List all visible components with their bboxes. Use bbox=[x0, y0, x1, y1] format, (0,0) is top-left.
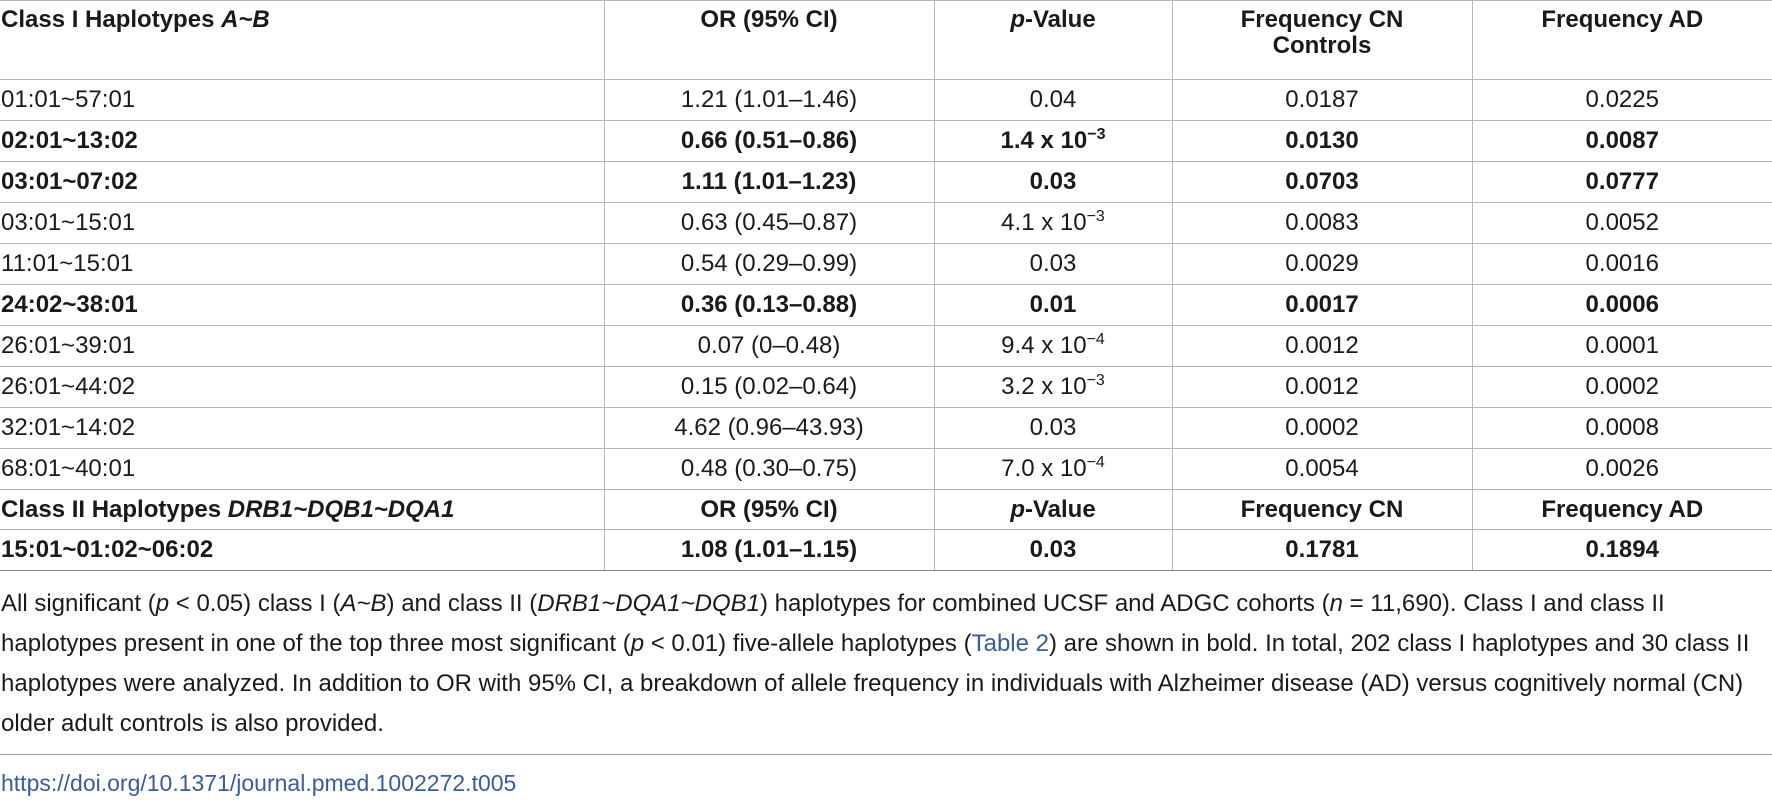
class2-header-row: Class II Haplotypes DRB1~DQB1~DQA1 OR (9… bbox=[0, 489, 1772, 530]
class2-haplotype-header: Class II Haplotypes DRB1~DQB1~DQA1 bbox=[0, 489, 604, 530]
class1-header-row: Class I Haplotypes A~B OR (95% CI) p-Val… bbox=[0, 0, 1772, 80]
haplotype-table: Class I Haplotypes A~B OR (95% CI) p-Val… bbox=[0, 0, 1772, 571]
or-header: OR (95% CI) bbox=[603, 0, 934, 80]
table-row: 68:01~40:01 0.48 (0.30–0.75) 7.0 x 10−4 0.0… bbox=[0, 448, 1772, 490]
table-row: 03:01~15:01 0.63 (0.45–0.87) 4.1 x 10−3 0.0… bbox=[0, 202, 1772, 244]
frequency-cn-cell: 0.0130 bbox=[1171, 120, 1472, 162]
frequency-cn-cell: 0.0017 bbox=[1171, 284, 1472, 326]
p-value-cell: 0.01 bbox=[933, 284, 1172, 326]
frequency-ad-cell: 0.0026 bbox=[1471, 448, 1772, 490]
p-value-header: p-Value bbox=[933, 0, 1172, 80]
frequency-ad-cell: 0.0225 bbox=[1471, 79, 1772, 121]
or-cell: 4.62 (0.96–43.93) bbox=[603, 407, 934, 449]
p-value-exponent: −3 bbox=[1086, 208, 1105, 225]
table-caption: All significant (p < 0.05) class I (A~B)… bbox=[1, 590, 1750, 737]
frequency-ad-cell: 0.0001 bbox=[1471, 325, 1772, 367]
table-row: 03:01~07:02 1.11 (1.01–1.23) 0.03 0.0703 0.0… bbox=[0, 161, 1772, 203]
haplotype-cell: 24:02~38:01 bbox=[0, 284, 604, 326]
frequency-ad-cell: 0.0008 bbox=[1471, 407, 1772, 449]
p-value-cell: 4.1 x 10−3 bbox=[933, 202, 1172, 244]
table-row: 11:01~15:01 0.54 (0.29–0.99) 0.03 0.0029 0.0… bbox=[0, 243, 1772, 285]
or-cell: 1.08 (1.01–1.15) bbox=[603, 529, 934, 571]
haplotype-cell: 68:01~40:01 bbox=[0, 448, 604, 490]
frequency-cn-cell: 0.1781 bbox=[1171, 529, 1472, 571]
frequency-cn-cell: 0.0054 bbox=[1171, 448, 1472, 490]
haplotype-cell: 11:01~15:01 bbox=[0, 243, 604, 285]
or-cell: 0.66 (0.51–0.86) bbox=[603, 120, 934, 162]
or-cell: 1.21 (1.01–1.46) bbox=[603, 79, 934, 121]
frequency-cn-cell: 0.0187 bbox=[1171, 79, 1472, 121]
p-value-cell: 9.4 x 10−4 bbox=[933, 325, 1172, 367]
frequency-cn-cell: 0.0029 bbox=[1171, 243, 1472, 285]
haplotype-cell: 26:01~39:01 bbox=[0, 325, 604, 367]
frequency-ad-cell: 0.0052 bbox=[1471, 202, 1772, 244]
frequency-ad-cell: 0.0087 bbox=[1471, 120, 1772, 162]
frequency-cn-header: Frequency CN bbox=[1171, 489, 1472, 530]
p-value-exponent: −3 bbox=[1087, 126, 1106, 143]
or-cell: 1.11 (1.01–1.23) bbox=[603, 161, 934, 203]
haplotype-cell: 03:01~15:01 bbox=[0, 202, 604, 244]
table-row: 26:01~39:01 0.07 (0–0.48) 9.4 x 10−4 0.0012… bbox=[0, 325, 1772, 367]
table-row: 15:01~01:02~06:02 1.08 (1.01–1.15) 0.03 0.1… bbox=[0, 529, 1772, 571]
table-row: 01:01~57:01 1.21 (1.01–1.46) 0.04 0.0187 0.0… bbox=[0, 79, 1772, 121]
or-cell: 0.15 (0.02–0.64) bbox=[603, 366, 934, 408]
table-row: 02:01~13:02 0.66 (0.51–0.86) 1.4 x 10−3 0.0… bbox=[0, 120, 1772, 162]
p-value-cell: 0.04 bbox=[933, 79, 1172, 121]
class2-section: Class II Haplotypes DRB1~DQB1~DQA1 OR (9… bbox=[0, 489, 1772, 530]
haplotype-cell: 32:01~14:02 bbox=[0, 407, 604, 449]
p-value-header: p-Value bbox=[933, 489, 1172, 530]
p-value-cell: 0.03 bbox=[933, 407, 1172, 449]
frequency-cn-cell: 0.0083 bbox=[1171, 202, 1472, 244]
frequency-cn-cell: 0.0002 bbox=[1171, 407, 1472, 449]
haplotype-cell: 02:01~13:02 bbox=[0, 120, 604, 162]
frequency-cn-cell: 0.0012 bbox=[1171, 366, 1472, 408]
class2-body: 15:01~01:02~06:02 1.08 (1.01–1.15) 0.03 0.1… bbox=[0, 529, 1772, 571]
frequency-cn-header: Frequency CN Controls bbox=[1171, 0, 1472, 80]
table-2-link[interactable]: Table 2 bbox=[971, 630, 1049, 657]
doi-link[interactable]: https://doi.org/10.1371/journal.pmed.100… bbox=[1, 770, 517, 796]
or-cell: 0.63 (0.45–0.87) bbox=[603, 202, 934, 244]
table-row: 24:02~38:01 0.36 (0.13–0.88) 0.01 0.0017 0.0… bbox=[0, 284, 1772, 326]
frequency-ad-header: Frequency AD bbox=[1471, 489, 1772, 530]
table-row: 32:01~14:02 4.62 (0.96–43.93) 0.03 0.0002 0.… bbox=[0, 407, 1772, 449]
haplotype-cell: 03:01~07:02 bbox=[0, 161, 604, 203]
p-value-exponent: −4 bbox=[1086, 454, 1105, 471]
p-value-cell: 3.2 x 10−3 bbox=[933, 366, 1172, 408]
frequency-ad-cell: 0.0777 bbox=[1471, 161, 1772, 203]
table-row: 26:01~44:02 0.15 (0.02–0.64) 3.2 x 10−3 0.0… bbox=[0, 366, 1772, 408]
class1-body: 01:01~57:01 1.21 (1.01–1.46) 0.04 0.0187 0.0… bbox=[0, 79, 1772, 490]
p-value-cell: 0.03 bbox=[933, 161, 1172, 203]
or-header: OR (95% CI) bbox=[603, 489, 934, 530]
p-value-cell: 7.0 x 10−4 bbox=[933, 448, 1172, 490]
haplotype-cell: 26:01~44:02 bbox=[0, 366, 604, 408]
or-cell: 0.54 (0.29–0.99) bbox=[603, 243, 934, 285]
frequency-ad-cell: 0.0006 bbox=[1471, 284, 1772, 326]
p-value-exponent: −4 bbox=[1086, 331, 1105, 348]
p-value-cell: 0.03 bbox=[933, 529, 1172, 571]
frequency-ad-cell: 0.1894 bbox=[1471, 529, 1772, 571]
or-cell: 0.07 (0–0.48) bbox=[603, 325, 934, 367]
p-value-exponent: −3 bbox=[1086, 372, 1105, 389]
p-value-cell: 1.4 x 10−3 bbox=[933, 120, 1172, 162]
or-cell: 0.48 (0.30–0.75) bbox=[603, 448, 934, 490]
haplotype-cell: 15:01~01:02~06:02 bbox=[0, 529, 604, 571]
footer-divider bbox=[0, 754, 1772, 755]
frequency-cn-cell: 0.0012 bbox=[1171, 325, 1472, 367]
frequency-ad-header: Frequency AD bbox=[1471, 0, 1772, 80]
haplotype-cell: 01:01~57:01 bbox=[0, 79, 604, 121]
frequency-ad-cell: 0.0016 bbox=[1471, 243, 1772, 285]
frequency-cn-cell: 0.0703 bbox=[1171, 161, 1472, 203]
frequency-ad-cell: 0.0002 bbox=[1471, 366, 1772, 408]
or-cell: 0.36 (0.13–0.88) bbox=[603, 284, 934, 326]
class1-haplotype-header: Class I Haplotypes A~B bbox=[0, 0, 604, 80]
p-value-cell: 0.03 bbox=[933, 243, 1172, 285]
